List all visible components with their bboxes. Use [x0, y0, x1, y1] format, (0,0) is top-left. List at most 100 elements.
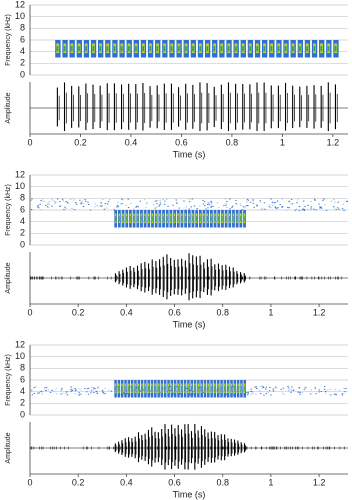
pulse-mid: [56, 46, 59, 52]
noise-dot: [235, 199, 237, 201]
noise-dot: [87, 203, 90, 205]
x-tick-label: 1.2: [327, 137, 340, 147]
noise-dot: [218, 392, 221, 394]
y-tick-label: 4: [20, 46, 25, 56]
noise-dot: [75, 202, 77, 204]
noise-dot: [264, 388, 267, 390]
noise-dot: [314, 199, 316, 201]
noise-dot: [183, 200, 185, 202]
y-tick-label: 2: [20, 398, 25, 408]
pulse-mid: [140, 216, 142, 222]
noise-dot: [127, 198, 129, 200]
noise-dot: [251, 391, 253, 393]
noise-dot: [228, 386, 231, 388]
noise-dot: [290, 391, 292, 393]
noise-dot: [71, 208, 73, 210]
noise-dot: [290, 389, 293, 391]
x-tick-label: 0.6: [168, 477, 181, 487]
noise-dot: [190, 206, 192, 208]
noise-dot: [196, 208, 198, 210]
noise-dot: [271, 201, 274, 203]
noise-dot: [313, 208, 315, 210]
pulse-mid: [118, 386, 120, 392]
noise-dot: [65, 201, 67, 203]
pulse-mid: [156, 46, 159, 52]
noise-dot: [94, 206, 96, 208]
pulse-mid: [284, 46, 287, 52]
pulse-mid: [299, 46, 301, 52]
noise-dot: [155, 200, 158, 202]
noise-dot: [259, 390, 261, 392]
pulse-mid: [220, 46, 223, 52]
noise-dot: [304, 387, 306, 389]
noise-dot: [314, 387, 317, 389]
noise-dot: [47, 389, 50, 391]
pulse-mid: [133, 216, 135, 222]
noise-dot: [37, 205, 39, 207]
pulse-mid: [70, 46, 73, 52]
noise-dot: [345, 388, 347, 390]
noise-dot: [249, 201, 252, 203]
noise-dot: [121, 198, 123, 200]
noise-dot: [250, 393, 252, 395]
pulse-mid: [167, 386, 169, 392]
noise-dot: [224, 198, 226, 200]
noise-dot: [274, 386, 277, 388]
noise-dot: [186, 387, 188, 389]
noise-dot: [116, 204, 119, 206]
pulse-mid: [188, 216, 190, 222]
noise-dot: [121, 203, 123, 205]
noise-dot: [33, 392, 36, 394]
noise-dot: [283, 394, 285, 396]
noise-dot: [203, 201, 206, 203]
pulse-mid: [240, 386, 242, 392]
x-tick-label: 0.6: [175, 137, 188, 147]
noise-dot: [275, 387, 277, 389]
noise-dot: [61, 198, 64, 200]
noise-dot: [41, 393, 43, 395]
noise-dot: [304, 386, 307, 388]
noise-dot: [240, 205, 242, 207]
noise-dot: [84, 199, 86, 201]
pulse-mid: [144, 386, 146, 392]
noise-dot: [159, 394, 162, 396]
noise-dot: [33, 387, 35, 389]
noise-dot: [69, 198, 72, 200]
noise-dot: [302, 208, 304, 210]
noise-dot: [159, 202, 162, 204]
noise-dot: [210, 206, 212, 208]
noise-dot: [302, 207, 305, 209]
noise-dot: [117, 206, 120, 208]
pulse-mid: [127, 46, 130, 52]
noise-dot: [154, 200, 156, 202]
pulse-mid: [313, 46, 316, 52]
noise-dot: [169, 385, 171, 387]
noise-dot: [93, 388, 95, 390]
noise-dot: [149, 393, 152, 395]
x-tick-label: 0: [27, 307, 32, 317]
noise-dot: [270, 207, 272, 209]
x-tick-label: 1.2: [313, 477, 326, 487]
noise-dot: [281, 206, 284, 208]
noise-dot: [346, 200, 349, 202]
noise-dot: [84, 388, 86, 390]
noise-dot: [207, 207, 209, 209]
noise-dot: [293, 388, 295, 390]
noise-dot: [242, 206, 245, 208]
pulse-mid: [129, 216, 131, 222]
noise-dot: [303, 388, 305, 390]
noise-dot: [71, 390, 74, 392]
noise-dot: [207, 202, 210, 204]
noise-dot: [231, 205, 234, 207]
pulse-mid: [137, 216, 139, 222]
noise-dot: [176, 202, 178, 204]
noise-dot: [61, 387, 63, 389]
noise-dot: [56, 198, 59, 200]
noise-dot: [79, 388, 81, 390]
pulse-mid: [184, 386, 186, 392]
noise-dot: [323, 198, 325, 200]
noise-dot: [313, 198, 316, 200]
noise-dot: [159, 200, 161, 202]
noise-dot: [290, 203, 292, 205]
noise-dot: [173, 392, 175, 394]
